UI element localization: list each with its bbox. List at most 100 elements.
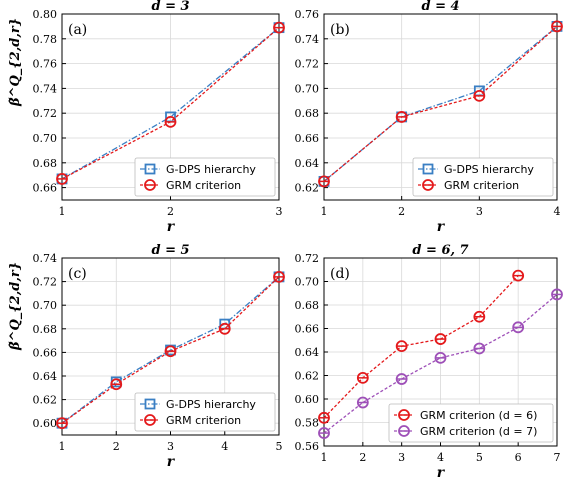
y-tick-label: 0.66 xyxy=(33,182,58,195)
y-tick-label: 0.62 xyxy=(295,182,320,195)
x-axis-label: r xyxy=(167,219,176,235)
legend-box xyxy=(134,392,276,432)
x-tick-label: 7 xyxy=(554,451,561,464)
legend-label: GRM criterion xyxy=(444,179,519,192)
legend: G-DPS hierarchy GRM criterion xyxy=(412,157,554,197)
data-point xyxy=(164,345,177,358)
x-tick-label: 4 xyxy=(221,440,228,453)
data-point xyxy=(551,20,563,33)
series-1 xyxy=(318,288,563,439)
y-tick-label: 0.70 xyxy=(295,82,320,95)
y-tick-label: 0.78 xyxy=(33,33,58,46)
y-tick-label: 0.66 xyxy=(33,346,58,359)
y-tick-label: 0.76 xyxy=(295,8,320,21)
y-tick-label: 0.72 xyxy=(33,107,58,120)
legend-box xyxy=(412,157,554,197)
x-tick-label: 4 xyxy=(554,205,561,218)
y-tick-label: 0.64 xyxy=(33,370,58,383)
data-point xyxy=(356,396,369,409)
data-point xyxy=(318,175,330,188)
series-line xyxy=(323,275,519,419)
legend-label: G-DPS hierarchy xyxy=(444,163,534,176)
y-tick-label: 0.72 xyxy=(295,58,320,71)
legend-entry: GRM criterion (d = 7) xyxy=(394,425,537,438)
data-point xyxy=(473,342,486,355)
subplot-c: 1 2 3 4 5 0.60 0.62 0.64 0.66 0.68 0.70 0.72 0.74 d =… xyxy=(8,243,285,470)
data-point xyxy=(395,111,408,123)
x-tick-label: 2 xyxy=(359,451,366,464)
x-axis-label: r xyxy=(437,219,446,235)
legend-entry: GRM criterion xyxy=(140,179,241,192)
subplot-title: d = 3 xyxy=(151,0,189,14)
y-tick-label: 0.70 xyxy=(295,276,320,289)
panel-label: (c) xyxy=(68,266,87,282)
x-tick-label: 5 xyxy=(476,451,483,464)
data-point xyxy=(273,270,285,283)
legend-entry: GRM criterion xyxy=(418,179,519,192)
y-axis-label: β̃^Q_{2,d,r} xyxy=(8,262,23,351)
legend-marker xyxy=(144,414,156,426)
series-line xyxy=(323,25,558,182)
legend-label: GRM criterion xyxy=(166,414,241,427)
data-point xyxy=(473,310,486,323)
data-point xyxy=(551,288,563,301)
y-tick-label: 0.70 xyxy=(33,132,58,145)
legend-label: G-DPS hierarchy xyxy=(166,163,256,176)
legend-box xyxy=(388,403,554,443)
y-tick-label: 0.76 xyxy=(33,58,58,71)
data-point xyxy=(56,417,68,430)
y-tick-label: 0.66 xyxy=(295,323,320,336)
y-tick-label: 0.58 xyxy=(295,417,320,430)
panel-label: (d) xyxy=(330,266,350,282)
data-point xyxy=(164,115,177,128)
subplot-title: d = 5 xyxy=(151,243,189,258)
svg-text:β̃^Q_{2,d,r}: β̃^Q_{2,d,r} xyxy=(8,18,23,107)
legend-entry: G-DPS hierarchy xyxy=(140,163,256,176)
legend-marker xyxy=(422,179,434,191)
x-tick-label: 2 xyxy=(398,205,405,218)
x-tick-label: 3 xyxy=(167,440,174,453)
y-axis-label: β̃^Q_{2,d,r} xyxy=(8,18,23,107)
y-tick-label: 0.70 xyxy=(33,299,58,312)
subplot-b: 1 2 3 4 0.62 0.64 0.66 0.68 0.70 0.72 0.74 0.76 d = … xyxy=(295,0,563,235)
data-point xyxy=(318,411,330,424)
data-point xyxy=(356,371,369,384)
legend-marker xyxy=(398,409,410,421)
x-tick-label: 3 xyxy=(276,205,283,218)
y-tick-label: 0.62 xyxy=(295,370,320,383)
x-tick-label: 3 xyxy=(398,451,405,464)
y-tick-label: 0.72 xyxy=(33,276,58,289)
data-point xyxy=(56,173,68,185)
series-line xyxy=(61,27,280,180)
data-point xyxy=(110,378,123,391)
data-point xyxy=(434,333,447,345)
y-tick-label: 0.60 xyxy=(295,393,320,406)
x-tick-label: 1 xyxy=(59,205,66,218)
data-point xyxy=(512,269,525,282)
legend-label: G-DPS hierarchy xyxy=(166,398,256,411)
x-tick-label: 6 xyxy=(515,451,522,464)
legend: G-DPS hierarchy GRM criterion xyxy=(134,157,276,197)
panel-label: (a) xyxy=(68,22,87,38)
panel-label: (b) xyxy=(330,22,350,38)
x-tick-label: 1 xyxy=(321,205,328,218)
legend-label: GRM criterion (d = 6) xyxy=(420,409,537,422)
legend-label: GRM criterion (d = 7) xyxy=(420,425,537,438)
x-tick-label: 5 xyxy=(276,440,283,453)
legend-entry: GRM criterion (d = 6) xyxy=(394,409,537,422)
data-point xyxy=(273,21,285,34)
legend-label: GRM criterion xyxy=(166,179,241,192)
legend: G-DPS hierarchy GRM criterion xyxy=(134,392,276,432)
data-point xyxy=(318,427,330,439)
x-axis-label: r xyxy=(167,454,176,470)
legend: GRM criterion (d = 6) GRM criterion (d = … xyxy=(388,403,554,443)
y-tick-label: 0.64 xyxy=(295,157,320,170)
legend-marker xyxy=(144,163,156,175)
data-point xyxy=(512,321,525,334)
y-tick-label: 0.62 xyxy=(33,394,58,407)
data-point xyxy=(395,340,408,353)
y-tick-label: 0.72 xyxy=(295,252,320,265)
subplot-a: 1 2 3 0.66 0.68 0.70 0.72 0.74 0.76 0.78 0.80 d = 3… xyxy=(8,0,285,235)
y-tick-label: 0.74 xyxy=(33,82,58,95)
